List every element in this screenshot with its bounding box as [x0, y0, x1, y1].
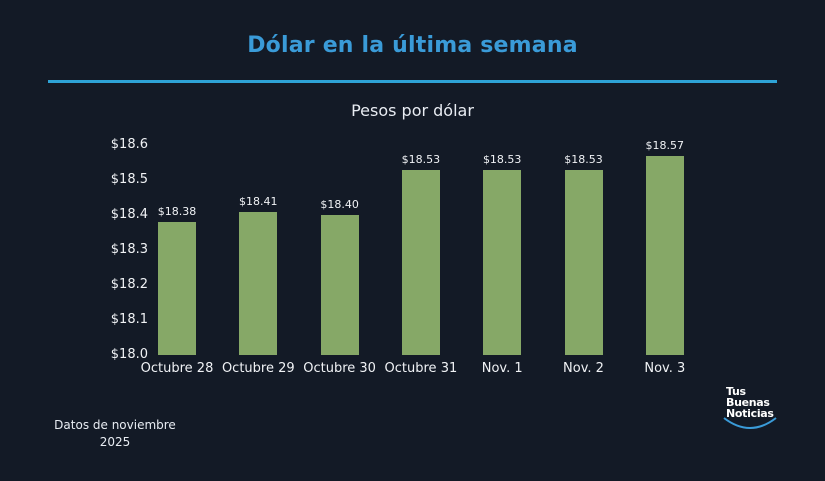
y-tick: $18.1 — [110, 312, 148, 327]
chart-title: Pesos por dólar — [351, 101, 474, 120]
x-tick-label: Nov. 1 — [481, 361, 523, 376]
logo-line-1: Tus — [726, 385, 746, 398]
bar-value-label: $18.38 — [157, 205, 197, 218]
x-tick-label: Octubre 30 — [303, 361, 376, 376]
bar — [239, 211, 278, 355]
bar-value-label: $18.53 — [482, 152, 522, 166]
title-divider — [48, 80, 777, 83]
y-tick: $18.5 — [110, 172, 148, 187]
page-title: Dólar en la última semana — [247, 33, 578, 58]
bar — [483, 169, 522, 355]
brand-logo: Tus Buenas Noticias — [726, 386, 774, 419]
y-tick: $18.0 — [110, 347, 148, 362]
y-tick: $18.3 — [110, 242, 148, 257]
data-source-note: Datos de noviembre 2025 — [40, 417, 190, 451]
bar — [645, 155, 684, 355]
bar — [564, 169, 603, 355]
bar-value-label: $18.53 — [401, 152, 441, 166]
x-tick-label: Octubre 31 — [384, 361, 458, 376]
bar — [401, 169, 440, 355]
logo-arc-icon — [723, 417, 777, 429]
note-line-1: Datos de noviembre — [54, 418, 176, 432]
note-line-2: 2025 — [99, 435, 131, 449]
bar-value-label: $18.41 — [239, 194, 278, 208]
x-tick-label: Octubre 29 — [221, 361, 295, 376]
logo-line-2: Buenas — [726, 396, 770, 409]
x-tick-label: Nov. 2 — [563, 361, 604, 376]
x-tick-label: Nov. 3 — [644, 361, 686, 376]
y-tick: $18.4 — [110, 207, 148, 222]
bar — [320, 215, 359, 355]
y-tick: $18.6 — [110, 137, 148, 152]
bar-value-label: $18.40 — [320, 198, 359, 211]
logo-line-3: Noticias — [726, 407, 774, 420]
bar-value-label: $18.57 — [645, 138, 685, 152]
bar — [158, 222, 196, 355]
x-tick-label: Octubre 28 — [140, 361, 214, 376]
y-tick: $18.2 — [110, 277, 148, 292]
bar-value-label: $18.53 — [564, 152, 603, 166]
